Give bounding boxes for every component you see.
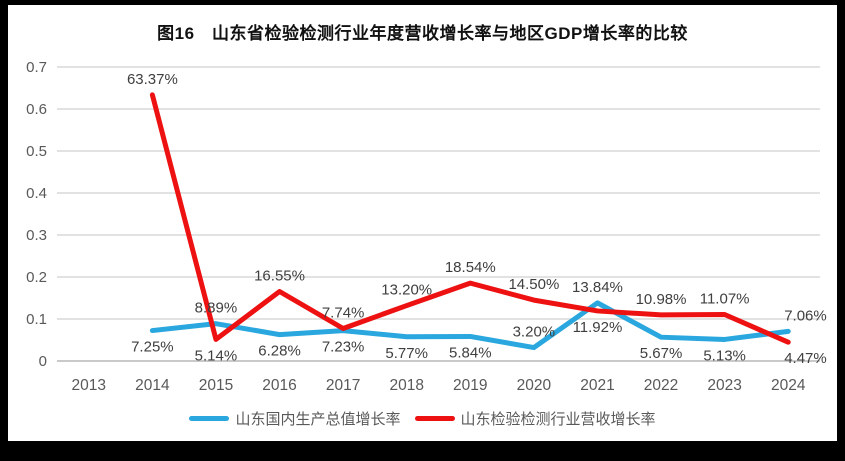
gdp-line-swatch-icon bbox=[189, 416, 230, 421]
chart-title: 图16 山东省检验检测行业年度营收增长率与地区GDP增长率的比较 bbox=[157, 24, 688, 43]
x-tick-label: 2013 bbox=[72, 377, 106, 394]
y-tick-label: 0.1 bbox=[26, 311, 47, 328]
legend-item-revenue: 山东检验检测行业营收增长率 bbox=[414, 408, 656, 429]
data-label: 63.37% bbox=[127, 71, 178, 88]
data-label: 8.89% bbox=[195, 300, 238, 317]
data-label: 5.13% bbox=[703, 347, 746, 364]
data-label: 11.92% bbox=[573, 319, 623, 336]
series-line-0 bbox=[149, 300, 791, 351]
y-tick-label: 0.7 bbox=[26, 59, 47, 76]
legend-label-revenue: 山东检验检测行业营收增长率 bbox=[460, 411, 656, 428]
data-label: 3.20% bbox=[513, 324, 556, 341]
data-label: 18.54% bbox=[445, 259, 496, 276]
y-tick-label: 0.6 bbox=[26, 101, 47, 118]
x-tick-label: 2015 bbox=[199, 377, 233, 394]
data-label: 7.23% bbox=[322, 339, 365, 356]
data-label: 10.98% bbox=[636, 291, 687, 308]
data-label: 7.25% bbox=[131, 339, 174, 356]
y-tick-label: 0 bbox=[39, 353, 47, 370]
data-label: 7.06% bbox=[784, 307, 827, 324]
data-label: 6.28% bbox=[258, 343, 301, 360]
x-tick-label: 2023 bbox=[707, 377, 741, 394]
x-tick-label: 2019 bbox=[453, 377, 487, 394]
x-tick-label: 2016 bbox=[262, 377, 296, 394]
data-label: 7.74% bbox=[322, 304, 365, 321]
x-tick-label: 2014 bbox=[135, 377, 170, 394]
chart-legend: 山东国内生产总值增长率 山东检验检测行业营收增长率 bbox=[8, 408, 837, 429]
y-tick-label: 0.5 bbox=[26, 143, 47, 160]
x-tick-label: 2021 bbox=[580, 377, 614, 394]
data-label: 13.84% bbox=[572, 279, 623, 296]
data-label: 5.14% bbox=[195, 347, 238, 364]
chart-card: 图16 山东省检验检测行业年度营收增长率与地区GDP增长率的比较 0 0.1 0.2… bbox=[8, 5, 837, 441]
data-label: 11.07% bbox=[700, 291, 750, 308]
x-tick-label: 2018 bbox=[389, 377, 423, 394]
legend-item-gdp: 山东国内生产总值增长率 bbox=[189, 408, 401, 429]
legend-label-gdp: 山东国内生产总值增长率 bbox=[235, 411, 401, 428]
y-tick-label: 0.2 bbox=[26, 269, 47, 286]
data-label: 13.20% bbox=[381, 282, 432, 299]
data-label: 5.67% bbox=[640, 345, 683, 362]
data-label: 4.47% bbox=[784, 350, 827, 367]
data-label: 16.55% bbox=[254, 267, 305, 284]
x-tick-label: 2020 bbox=[517, 377, 552, 394]
x-tick-label: 2017 bbox=[326, 377, 360, 394]
data-label: 14.50% bbox=[508, 276, 559, 293]
data-label: 5.84% bbox=[449, 344, 492, 361]
line-chart: 0 0.1 0.2 0.3 0.4 0.5 0.6 0.7 2013 2014 2015 2016 20… bbox=[26, 59, 827, 394]
x-tick-label: 2024 bbox=[771, 377, 806, 394]
revenue-line-swatch-icon bbox=[414, 416, 455, 421]
x-tick-label: 2022 bbox=[644, 377, 678, 394]
data-label: 5.77% bbox=[385, 345, 428, 362]
series-line-1 bbox=[149, 92, 791, 345]
y-tick-label: 0.4 bbox=[26, 185, 47, 202]
y-tick-label: 0.3 bbox=[26, 227, 47, 244]
